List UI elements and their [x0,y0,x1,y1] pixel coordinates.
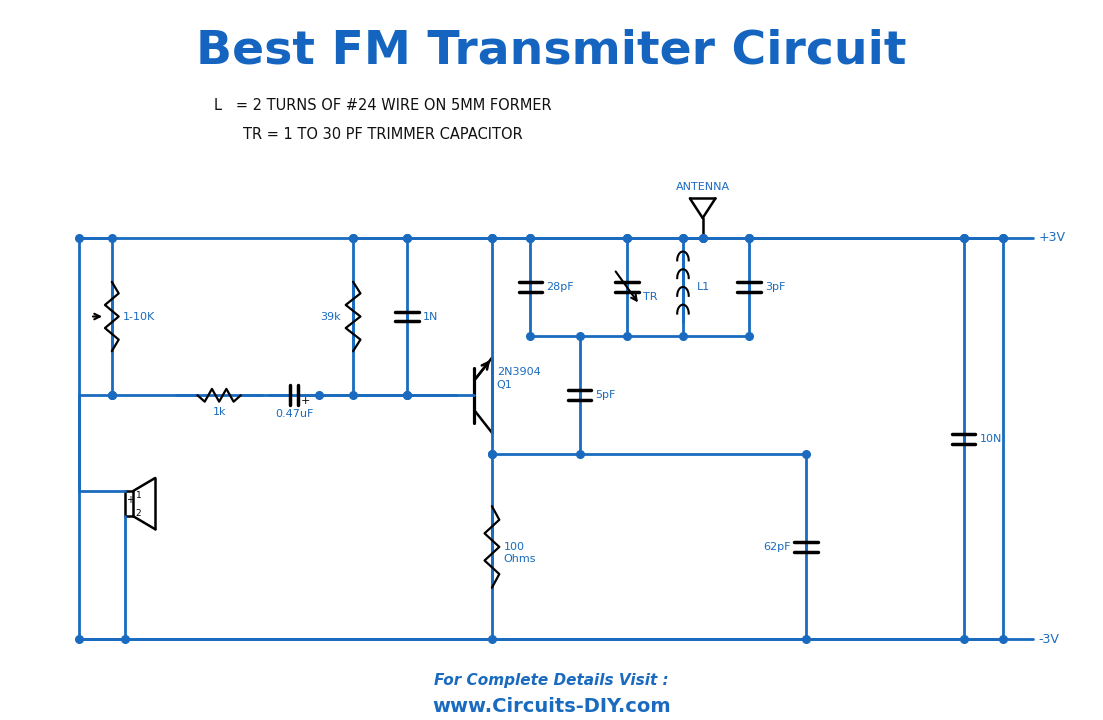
Text: Ohms: Ohms [504,554,536,564]
Text: TR = 1 TO 30 PF TRIMMER CAPACITOR: TR = 1 TO 30 PF TRIMMER CAPACITOR [243,127,523,143]
Text: 2N3904: 2N3904 [496,366,540,377]
Text: L   = 2 TURNS OF #24 WIRE ON 5MM FORMER: L = 2 TURNS OF #24 WIRE ON 5MM FORMER [214,98,552,113]
Text: 28pF: 28pF [546,282,574,292]
Text: 100: 100 [504,542,525,552]
Text: +: + [126,495,133,505]
Text: +: + [301,396,310,406]
Text: +3V: +3V [1038,231,1065,244]
Text: www.Circuits-DIY.com: www.Circuits-DIY.com [432,697,671,716]
Text: 10N: 10N [979,433,1002,444]
Text: L1: L1 [697,282,710,292]
Text: 0.47uF: 0.47uF [275,409,313,419]
Text: For Complete Details Visit :: For Complete Details Visit : [435,673,668,688]
Text: 62pF: 62pF [763,542,790,552]
Text: Q1: Q1 [496,380,513,390]
Text: 1-10K: 1-10K [122,312,154,322]
Text: -3V: -3V [1038,633,1059,646]
Text: 2: 2 [136,509,141,518]
Text: 3pF: 3pF [764,282,785,292]
Text: Best FM Transmiter Circuit: Best FM Transmiter Circuit [196,29,907,74]
Text: 1k: 1k [213,407,226,417]
Text: 1N: 1N [422,312,438,322]
Text: TR: TR [643,292,657,302]
Text: ANTENNA: ANTENNA [676,182,730,192]
Text: 5pF: 5pF [596,390,615,400]
Text: 1: 1 [136,491,141,500]
Text: 39k: 39k [321,312,341,322]
